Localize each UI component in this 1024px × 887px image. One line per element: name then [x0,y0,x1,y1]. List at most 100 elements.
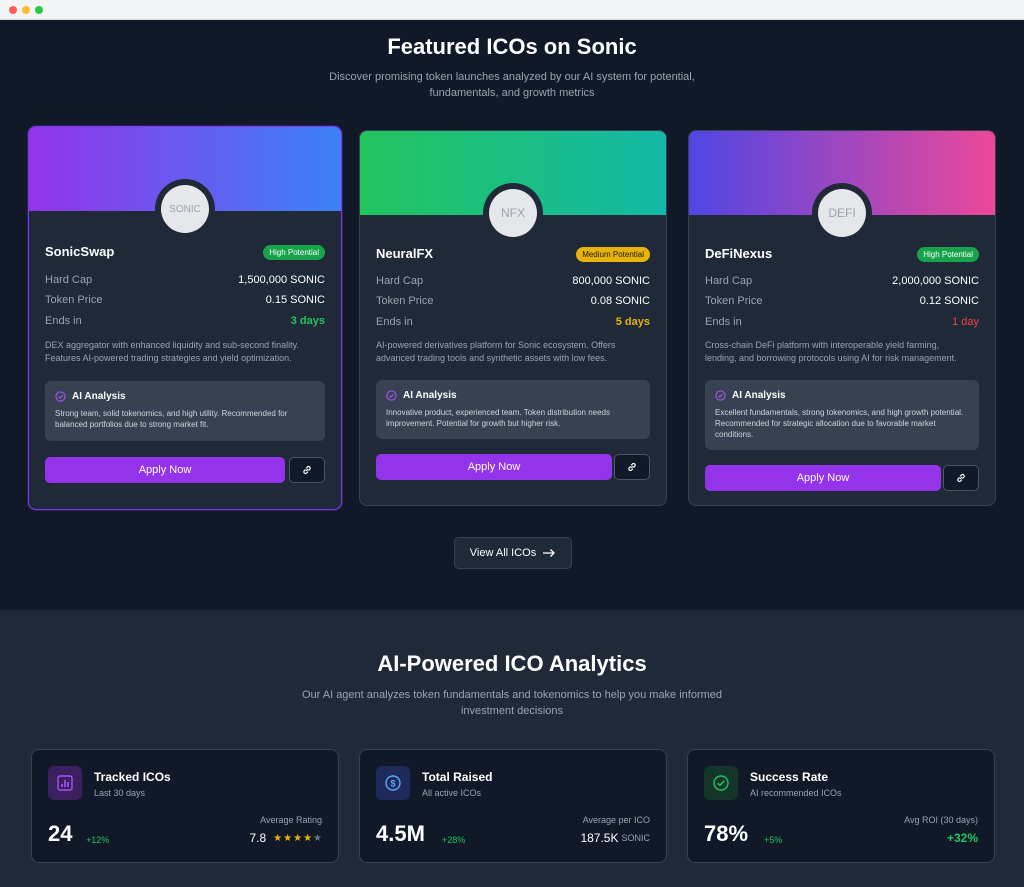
star-icon: ★ [293,832,303,844]
potential-badge: Medium Potential [576,247,650,262]
analytics-subtitle: Our AI agent analyzes token fundamentals… [301,689,723,717]
stat-title: Total Raised [422,770,493,784]
ai-analysis-text: Innovative product, experienced team. To… [386,408,610,428]
analytics-section: AI-Powered ICO Analytics Our AI agent an… [0,610,1024,887]
star-icon: ★ [273,832,283,844]
token-price-value: 0.12 SONIC [919,295,979,307]
token-description: Cross-chain DeFi platform with interoper… [705,340,957,363]
dollar-icon: $ [376,766,410,800]
ico-card-neuralfx[interactable]: NFX NeuralFX Medium Potential Hard Cap 8… [359,130,667,506]
token-name: NeuralFX [376,246,434,261]
apply-now-button[interactable]: Apply Now [705,465,941,491]
stat-secondary-value: 7.8 ★ ★ ★ ★ ★ [249,831,322,845]
apply-now-button[interactable]: Apply Now [45,457,285,483]
stat-subtitle: All active ICOs [422,788,482,798]
token-price-value: 0.15 SONIC [265,294,325,306]
token-name: DeFiNexus [705,246,773,261]
potential-badge: High Potential [917,247,979,262]
stat-delta: +5% [764,835,783,845]
check-circle-icon [704,766,738,800]
hard-cap-label: Hard Cap [45,274,93,286]
arrow-right-icon [543,549,556,557]
analytics-title: AI-Powered ICO Analytics [377,651,647,676]
ico-card-sonicswap[interactable]: SONIC SonicSwap High Potential Hard Cap … [28,126,342,510]
token-logo: NFX [483,183,543,243]
view-all-label: View All ICOs [469,547,537,559]
ai-analysis-text: Strong team, solid tokenomics, and high … [55,409,288,429]
check-circle-icon [55,391,66,402]
hard-cap-label: Hard Cap [705,275,753,287]
token-name: SonicSwap [45,244,115,259]
ai-analysis-box: AI Analysis Strong team, solid tokenomic… [45,381,325,441]
star-icon: ★ [303,832,313,844]
ico-card-definexus[interactable]: DEFI DeFiNexus High Potential Hard Cap 2… [688,130,996,506]
hard-cap-value: 1,500,000 SONIC [238,274,325,286]
ai-analysis-text: Excellent fundamentals, strong tokenomic… [715,408,964,439]
unit-label: SONIC [621,833,650,843]
token-price-label: Token Price [376,295,434,307]
token-logo: SONIC [155,179,215,239]
featured-icos-section: Featured ICOs on Sonic Discover promisin… [0,20,1024,610]
ai-analysis-box: AI Analysis Excellent fundamentals, stro… [705,380,979,450]
stat-value: 4.5M [376,821,425,846]
link-button[interactable] [614,454,650,480]
featured-title: Featured ICOs on Sonic [387,34,637,59]
link-icon [628,462,636,472]
stat-secondary-value: +32% [946,831,978,845]
link-icon [303,465,311,475]
rating-stars: ★ ★ ★ ★ ★ [273,833,322,844]
ends-in-value: 5 days [615,316,650,328]
stat-title: Success Rate [750,770,829,784]
close-window-button[interactable] [9,5,17,14]
hard-cap-value: 2,000,000 SONIC [892,275,979,287]
token-description: AI-powered derivatives platform for Soni… [376,340,616,363]
token-price-label: Token Price [705,295,763,307]
check-circle-icon [386,390,397,401]
ai-analysis-box: AI Analysis Innovative product, experien… [376,380,650,439]
minimize-window-button[interactable] [22,5,30,14]
bar-chart-icon [48,766,82,800]
title-bar [0,0,1024,20]
token-price-label: Token Price [45,294,103,306]
stat-value: 24 [48,821,73,846]
link-button[interactable] [289,457,325,483]
ai-analysis-title: AI Analysis [403,390,457,401]
stat-title: Tracked ICOs [94,770,171,784]
featured-subtitle: Discover promising token launches analyz… [329,71,695,99]
stat-value: 78% [704,821,749,846]
stat-subtitle: Last 30 days [94,788,146,798]
stat-delta: +12% [86,835,110,845]
ai-analysis-title: AI Analysis [72,391,126,402]
hard-cap-label: Hard Cap [376,275,424,287]
stat-delta: +28% [442,835,466,845]
stat-secondary-value: 187.5K SONIC [580,831,650,845]
potential-badge: High Potential [263,245,325,260]
view-all-icos-button[interactable]: View All ICOs [454,537,572,569]
stat-secondary-label: Average per ICO [582,815,650,825]
link-icon [957,473,965,483]
token-price-value: 0.08 SONIC [590,295,650,307]
stat-card-success-rate: Success Rate AI recommended ICOs 78% +5%… [687,749,995,863]
link-button[interactable] [943,465,979,491]
stat-card-tracked-icos: Tracked ICOs Last 30 days 24 +12% Averag… [31,749,339,863]
ends-in-label: Ends in [45,315,82,327]
star-icon: ★ [313,832,322,844]
svg-text:$: $ [390,779,395,789]
token-logo: DEFI [812,183,872,243]
ends-in-value: 3 days [290,315,325,327]
stat-card-total-raised: $ Total Raised All active ICOs 4.5M +28%… [359,749,667,863]
stat-secondary-label: Avg ROI (30 days) [904,815,978,825]
ends-in-label: Ends in [705,316,742,328]
ends-in-value: 1 day [952,316,979,328]
maximize-window-button[interactable] [35,5,43,14]
token-description: DEX aggregator with enhanced liquidity a… [45,340,299,363]
ai-analysis-title: AI Analysis [732,390,786,401]
stat-secondary-label: Average Rating [260,815,322,825]
stat-subtitle: AI recommended ICOs [750,788,842,798]
hard-cap-value: 800,000 SONIC [572,275,650,287]
ends-in-label: Ends in [376,316,413,328]
star-icon: ★ [283,832,293,844]
apply-now-button[interactable]: Apply Now [376,454,612,480]
check-circle-icon [715,390,726,401]
